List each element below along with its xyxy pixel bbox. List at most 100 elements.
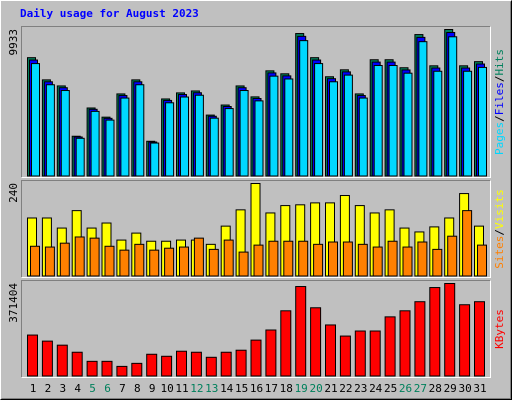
bar <box>146 353 158 377</box>
bar <box>417 241 428 277</box>
bar <box>235 349 247 377</box>
x-tick-label: 6 <box>104 382 111 395</box>
x-tick-label: 4 <box>74 382 81 395</box>
bar <box>402 246 413 277</box>
bar <box>194 94 204 177</box>
x-tick-label: 24 <box>369 382 383 395</box>
x-tick-label: 7 <box>119 382 126 395</box>
bar <box>269 75 279 177</box>
bar <box>250 339 262 377</box>
x-tick-label: 18 <box>280 382 293 395</box>
bar <box>339 335 351 377</box>
bar <box>329 81 338 177</box>
bar <box>357 243 368 277</box>
bar <box>387 240 398 277</box>
bar <box>205 356 217 377</box>
x-tick-label: 25 <box>384 382 397 395</box>
bar <box>295 286 307 377</box>
bar <box>314 63 324 177</box>
x-tick-label: 29 <box>444 382 457 395</box>
bar <box>310 307 322 377</box>
legend: Sites/Visits <box>493 189 506 269</box>
bar <box>89 237 100 277</box>
x-tick-label: 30 <box>458 382 471 395</box>
bar <box>179 246 189 277</box>
x-tick-label: 8 <box>134 382 141 395</box>
bar <box>299 40 309 177</box>
bar <box>220 351 232 377</box>
y-tick-label: 371404 <box>7 283 20 323</box>
legend-entry: KBytes <box>493 309 506 349</box>
legend-entry: Visits <box>493 189 506 229</box>
bar <box>432 248 443 277</box>
bar <box>313 243 324 277</box>
x-tick-label: 19 <box>295 382 308 395</box>
x-tick-label: 10 <box>160 382 173 395</box>
bar <box>343 74 353 177</box>
x-tick-label: 23 <box>354 382 367 395</box>
x-tick-label: 28 <box>429 382 442 395</box>
x-tick-label: 2 <box>45 382 52 395</box>
bar <box>75 137 85 177</box>
bar <box>459 304 471 377</box>
x-tick-label: 16 <box>250 382 263 395</box>
x-tick-label: 27 <box>414 382 427 395</box>
bar <box>433 70 443 177</box>
panel-light <box>21 180 491 278</box>
bar <box>165 102 175 177</box>
bar <box>298 240 309 277</box>
x-tick-label: 11 <box>175 382 188 395</box>
bar <box>342 241 353 277</box>
bar <box>399 310 411 377</box>
bar <box>477 244 487 277</box>
panel-shade <box>21 26 491 178</box>
legend-entry: Hits <box>493 49 506 76</box>
bar <box>223 239 234 277</box>
panel-shade <box>21 280 491 378</box>
bar <box>60 90 70 177</box>
bar <box>429 287 441 377</box>
bar <box>474 301 485 377</box>
bar <box>131 362 143 377</box>
bar <box>265 329 277 377</box>
bar <box>74 236 85 277</box>
bar <box>372 246 383 277</box>
bar <box>384 316 396 377</box>
bar <box>116 365 128 377</box>
chart-title: Daily usage for August 2023 <box>20 7 199 20</box>
bar <box>224 108 234 177</box>
bar <box>164 247 175 277</box>
bar <box>71 351 83 377</box>
panel-light <box>21 26 491 178</box>
x-tick-label: 1 <box>30 382 37 395</box>
bar <box>358 97 368 177</box>
bar <box>31 63 40 177</box>
panel-light <box>21 280 491 378</box>
bar <box>27 334 38 377</box>
bar <box>403 72 413 177</box>
bar <box>59 242 70 277</box>
bar <box>149 249 160 277</box>
bar <box>462 210 473 277</box>
x-tick-label: 31 <box>473 382 486 395</box>
bar <box>373 65 383 177</box>
bar <box>104 245 115 277</box>
bar <box>239 90 249 177</box>
bar <box>86 360 98 377</box>
bar <box>101 360 113 377</box>
bar <box>448 36 458 177</box>
legend-entry: Files <box>493 82 506 115</box>
bar <box>463 70 473 177</box>
legend-separator: / <box>493 229 506 236</box>
panel-shade <box>21 180 491 278</box>
bar <box>135 84 145 177</box>
bar <box>325 324 336 377</box>
x-tick-label: 3 <box>59 382 66 395</box>
x-tick-label: 21 <box>324 382 337 395</box>
y-tick-label: 9933 <box>7 29 20 56</box>
bar <box>193 237 204 277</box>
bar <box>283 240 294 277</box>
x-tick-label: 15 <box>235 382 248 395</box>
